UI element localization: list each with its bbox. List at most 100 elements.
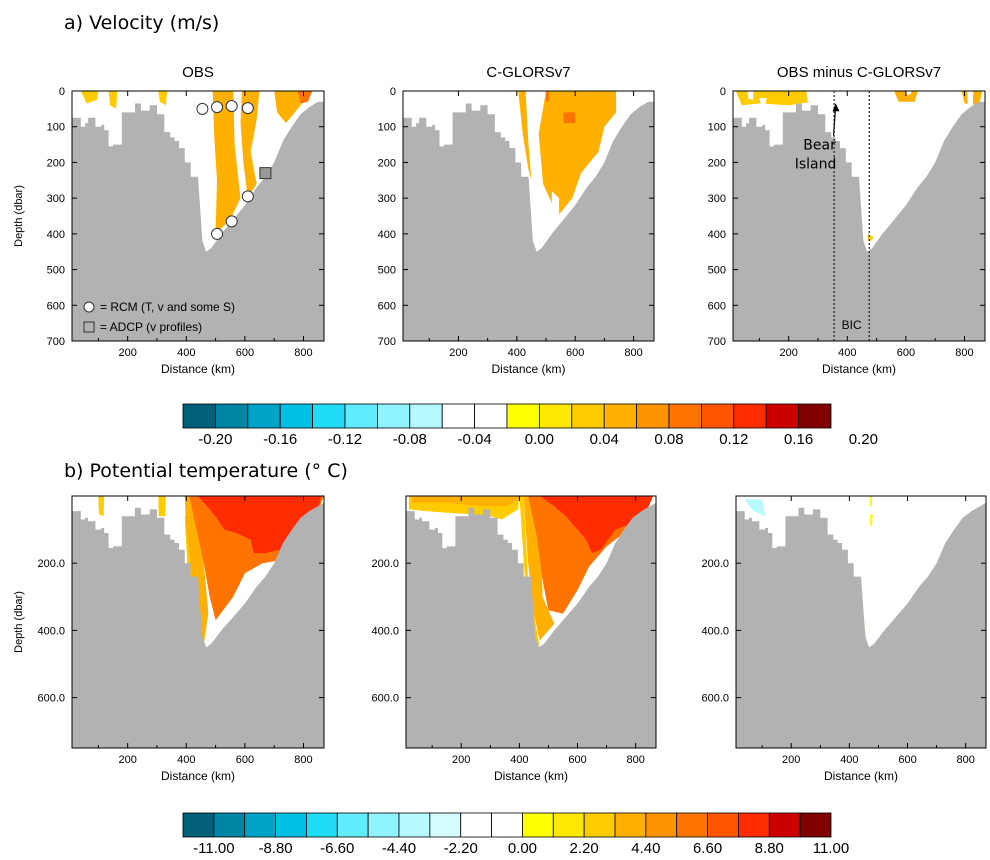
- colorbar-tick-label: 0.08: [654, 431, 684, 448]
- colorbar-swatch: [645, 812, 678, 838]
- panel-b-obs: 200 400 600 800 200.0 400.0 600.0 Distance (km)…: [13, 495, 325, 783]
- contour-region: [905, 91, 912, 95]
- contour-region: [811, 496, 821, 507]
- colorbar-svg: [182, 812, 832, 838]
- contour-region: [869, 496, 872, 507]
- legend-circle-icon: [83, 301, 95, 313]
- panel-a-obs: 200 400 600 800 0 100 200 300 400 500 600 700 OBS Dis…: [13, 64, 325, 376]
- panel-field: [403, 91, 654, 341]
- colorbar-swatch: [182, 812, 215, 838]
- colorbar-swatch: [376, 403, 411, 429]
- x-tick-label: 200: [779, 347, 797, 359]
- x-tick-label: 600: [568, 754, 586, 766]
- colorbar-swatch: [733, 403, 767, 429]
- contour-region: [519, 496, 540, 648]
- colorbar-swatch: [367, 812, 400, 838]
- colorbar-tick-label: 6.60: [692, 840, 723, 857]
- temperature-colorbar-labels: -11.00 -8.80 -6.60 -4.40 -2.20 0.00 2.20 4.40 6.…: [160, 840, 850, 860]
- colorbar-tick-label: -0.04: [457, 431, 492, 448]
- contour-region: [158, 496, 166, 517]
- contour-region: [546, 91, 549, 102]
- x-tick-label: 200: [449, 347, 467, 359]
- x-tick-label: 400: [840, 754, 858, 766]
- y-tick-label: 600.0: [701, 693, 729, 705]
- contour-region: [869, 514, 873, 527]
- contour-region: [894, 91, 918, 102]
- colorbar-tick-label: 4.40: [631, 840, 661, 857]
- contour-region: [759, 98, 767, 108]
- adcp-marker: [259, 167, 272, 180]
- velocity-colorbar-labels: -0.20 -0.16 -0.12 -0.08 -0.04 0.00 0.04 0.08 0.1…: [160, 431, 878, 451]
- colorbar-swatch: [571, 403, 605, 429]
- rcm-marker: [196, 102, 209, 115]
- velocity-colorbar: [182, 403, 832, 429]
- contour-region: [735, 91, 815, 106]
- y-tick-label: 500: [47, 265, 65, 277]
- y-tick-label: 300: [378, 193, 396, 205]
- colorbar-tick-label: -0.20: [198, 431, 233, 448]
- y-tick-label: 500: [708, 265, 726, 277]
- x-tick-label: 800: [294, 754, 312, 766]
- colorbar-swatch: [213, 812, 246, 838]
- bear-island-label-line: Island: [795, 156, 837, 172]
- bathymetry-land: [403, 101, 654, 341]
- contour-region: [411, 496, 523, 507]
- x-tick-label: 800: [955, 347, 973, 359]
- colorbar-swatch: [603, 403, 638, 429]
- y-tick-label: 600.0: [37, 693, 65, 705]
- panel-field: [736, 496, 986, 748]
- y-tick-label: 700: [378, 336, 396, 348]
- y-tick-label: 400.0: [37, 625, 65, 637]
- colorbar-swatch: [279, 403, 313, 429]
- colorbar-swatch: [765, 403, 800, 429]
- colorbar-tick-label: 2.20: [569, 840, 599, 857]
- y-tick-label: 200: [378, 157, 396, 169]
- rcm-marker: [241, 102, 254, 115]
- x-axis-label: Distance (km): [161, 362, 235, 376]
- panel-field: [406, 496, 656, 748]
- y-tick-label: 700: [708, 336, 726, 348]
- colorbar-swatch: [398, 812, 431, 838]
- y-tick-label: 200.0: [701, 558, 729, 570]
- x-tick-label: 600: [897, 347, 915, 359]
- colorbar-tick-label: -4.40: [381, 840, 417, 857]
- colorbar-swatch: [506, 403, 540, 429]
- colorbar-tick-label: 0.16: [783, 431, 814, 448]
- y-tick-label: 400: [708, 229, 726, 241]
- panel-title: OBS: [182, 64, 214, 81]
- colorbar-swatch: [701, 403, 735, 429]
- x-tick-label: 200: [782, 754, 800, 766]
- legend-square-icon: [83, 321, 95, 333]
- x-tick-label: 400: [177, 754, 195, 766]
- x-tick-label: 800: [956, 754, 974, 766]
- rcm-marker: [211, 227, 224, 240]
- colorbar-tick-label: 8.80: [754, 840, 784, 857]
- y-tick-label: 500: [378, 265, 396, 277]
- y-tick-label: 400.0: [701, 625, 729, 637]
- contour-region: [101, 91, 105, 96]
- x-tick-label: 200: [118, 754, 136, 766]
- x-tick-label: 600: [898, 754, 916, 766]
- panel-b-model: 200 400 600 800 200.0 400.0 600.0 Distance (km): [371, 495, 657, 783]
- contour-region: [427, 91, 431, 94]
- panel-title: OBS minus C-GLORSv7: [777, 64, 941, 81]
- x-tick-label: 800: [626, 754, 644, 766]
- legend-label: = ADCP (v profiles): [100, 320, 202, 334]
- colorbar-swatch: [636, 403, 670, 429]
- contour-region: [551, 191, 560, 220]
- section-b-title: b) Potential temperature (° C): [64, 460, 348, 482]
- x-tick-label: 400: [510, 754, 528, 766]
- colorbar-swatch: [429, 812, 462, 838]
- colorbar-swatch: [306, 812, 338, 838]
- y-tick-label: 400: [47, 229, 65, 241]
- y-tick-label: 600: [708, 300, 726, 312]
- contour-region: [747, 91, 754, 100]
- colorbar-tick-label: -0.16: [263, 431, 298, 448]
- y-tick-label: 0: [720, 86, 726, 98]
- contour-region: [563, 112, 576, 124]
- bathymetry-land: [72, 101, 324, 341]
- colorbar-tick-label: -0.08: [392, 431, 427, 448]
- rcm-marker: [241, 190, 254, 203]
- plot-frame: [402, 90, 655, 342]
- colorbar-swatch: [215, 403, 249, 429]
